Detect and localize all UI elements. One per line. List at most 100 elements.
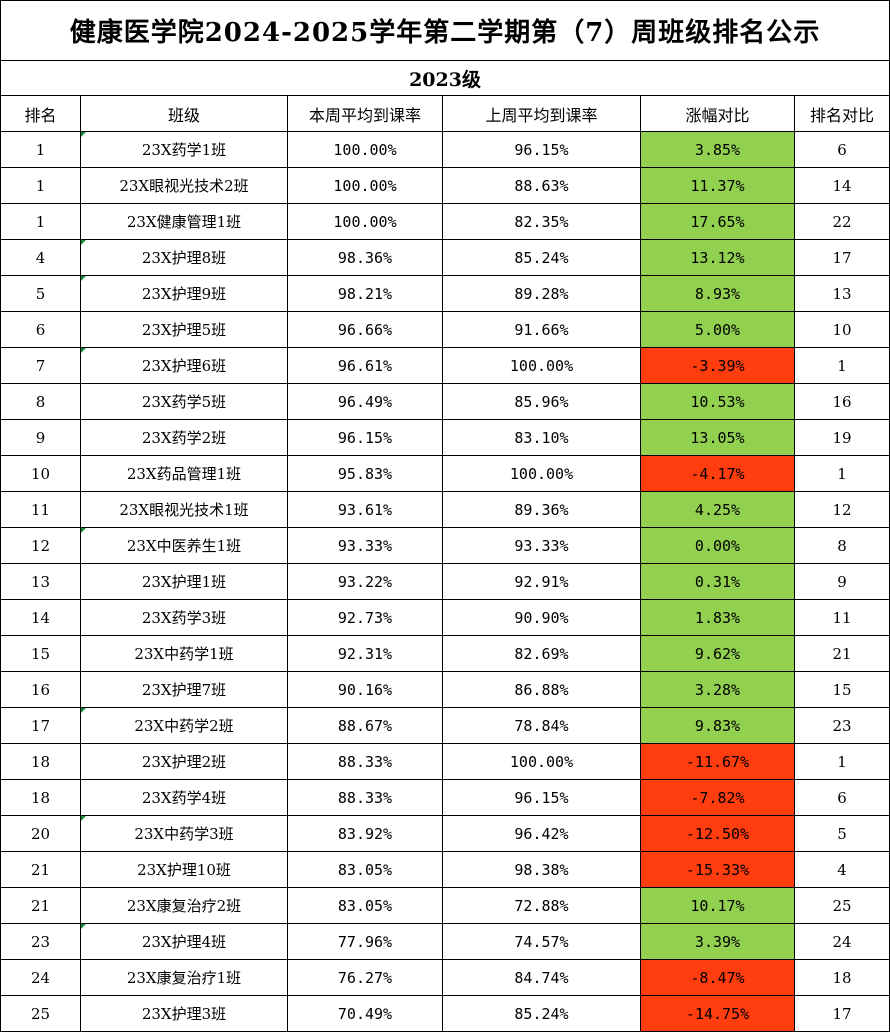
rank-compare-cell[interactable]: 19	[793, 419, 890, 456]
rank-cell[interactable]: 8	[0, 383, 81, 420]
rank-cell[interactable]: 1	[0, 167, 81, 204]
class-name-cell[interactable]: 23X康复治疗2班	[80, 887, 288, 924]
last-week-rate-cell[interactable]: 85.96%	[442, 383, 641, 420]
sheet-title[interactable]: 健康医学院2024-2025学年第二学期第（7）周班级排名公示	[0, 0, 890, 61]
header-change[interactable]: 涨幅对比	[640, 95, 795, 132]
rank-cell[interactable]: 13	[0, 563, 81, 600]
change-cell[interactable]: 10.17%	[640, 887, 795, 924]
last-week-rate-cell[interactable]: 89.36%	[442, 491, 641, 528]
rank-compare-cell[interactable]: 1	[793, 347, 890, 384]
class-name-cell[interactable]: 23X护理2班	[80, 743, 288, 780]
this-week-rate-cell[interactable]: 96.66%	[287, 311, 443, 348]
last-week-rate-cell[interactable]: 93.33%	[442, 527, 641, 564]
header-class[interactable]: 班级	[80, 95, 288, 132]
rank-cell[interactable]: 1	[0, 131, 81, 168]
this-week-rate-cell[interactable]: 83.05%	[287, 887, 443, 924]
grade-subtitle[interactable]: 2023级	[0, 60, 890, 96]
change-cell[interactable]: -8.47%	[640, 959, 795, 996]
rank-compare-cell[interactable]: 13	[793, 275, 890, 312]
change-cell[interactable]: 3.85%	[640, 131, 795, 168]
rank-compare-cell[interactable]: 14	[793, 167, 890, 204]
class-name-cell[interactable]: 23X康复治疗1班	[80, 959, 288, 996]
class-name-cell[interactable]: 23X中医养生1班	[80, 527, 288, 564]
change-cell[interactable]: 4.25%	[640, 491, 795, 528]
rank-cell[interactable]: 11	[0, 491, 81, 528]
this-week-rate-cell[interactable]: 92.31%	[287, 635, 443, 672]
class-name-cell[interactable]: 23X药学1班	[80, 131, 288, 168]
class-name-cell[interactable]: 23X眼视光技术2班	[80, 167, 288, 204]
header-rank[interactable]: 排名	[0, 95, 81, 132]
header-last-week-rate[interactable]: 上周平均到课率	[442, 95, 641, 132]
change-cell[interactable]: -4.17%	[640, 455, 795, 492]
class-name-cell[interactable]: 23X护理4班	[80, 923, 288, 960]
rank-compare-cell[interactable]: 9	[793, 563, 890, 600]
this-week-rate-cell[interactable]: 95.83%	[287, 455, 443, 492]
this-week-rate-cell[interactable]: 96.61%	[287, 347, 443, 384]
class-name-cell[interactable]: 23X中药学3班	[80, 815, 288, 852]
last-week-rate-cell[interactable]: 78.84%	[442, 707, 641, 744]
rank-cell[interactable]: 17	[0, 707, 81, 744]
change-cell[interactable]: 8.93%	[640, 275, 795, 312]
this-week-rate-cell[interactable]: 90.16%	[287, 671, 443, 708]
last-week-rate-cell[interactable]: 91.66%	[442, 311, 641, 348]
rank-compare-cell[interactable]: 1	[793, 743, 890, 780]
last-week-rate-cell[interactable]: 100.00%	[442, 455, 641, 492]
rank-compare-cell[interactable]: 25	[793, 887, 890, 924]
rank-cell[interactable]: 9	[0, 419, 81, 456]
class-name-cell[interactable]: 23X药品管理1班	[80, 455, 288, 492]
last-week-rate-cell[interactable]: 85.24%	[442, 239, 641, 276]
this-week-rate-cell[interactable]: 100.00%	[287, 203, 443, 240]
class-name-cell[interactable]: 23X护理10班	[80, 851, 288, 888]
class-name-cell[interactable]: 23X护理7班	[80, 671, 288, 708]
last-week-rate-cell[interactable]: 74.57%	[442, 923, 641, 960]
rank-compare-cell[interactable]: 8	[793, 527, 890, 564]
rank-cell[interactable]: 21	[0, 851, 81, 888]
this-week-rate-cell[interactable]: 100.00%	[287, 167, 443, 204]
last-week-rate-cell[interactable]: 84.74%	[442, 959, 641, 996]
change-cell[interactable]: 5.00%	[640, 311, 795, 348]
last-week-rate-cell[interactable]: 83.10%	[442, 419, 641, 456]
last-week-rate-cell[interactable]: 85.24%	[442, 995, 641, 1032]
this-week-rate-cell[interactable]: 93.61%	[287, 491, 443, 528]
rank-cell[interactable]: 5	[0, 275, 81, 312]
rank-cell[interactable]: 24	[0, 959, 81, 996]
rank-compare-cell[interactable]: 17	[793, 239, 890, 276]
class-name-cell[interactable]: 23X健康管理1班	[80, 203, 288, 240]
rank-cell[interactable]: 14	[0, 599, 81, 636]
this-week-rate-cell[interactable]: 98.36%	[287, 239, 443, 276]
last-week-rate-cell[interactable]: 96.15%	[442, 131, 641, 168]
class-name-cell[interactable]: 23X药学5班	[80, 383, 288, 420]
change-cell[interactable]: 0.00%	[640, 527, 795, 564]
last-week-rate-cell[interactable]: 98.38%	[442, 851, 641, 888]
rank-compare-cell[interactable]: 4	[793, 851, 890, 888]
this-week-rate-cell[interactable]: 88.33%	[287, 779, 443, 816]
change-cell[interactable]: 17.65%	[640, 203, 795, 240]
this-week-rate-cell[interactable]: 88.67%	[287, 707, 443, 744]
rank-cell[interactable]: 21	[0, 887, 81, 924]
change-cell[interactable]: -3.39%	[640, 347, 795, 384]
rank-cell[interactable]: 18	[0, 743, 81, 780]
rank-compare-cell[interactable]: 21	[793, 635, 890, 672]
change-cell[interactable]: -11.67%	[640, 743, 795, 780]
rank-compare-cell[interactable]: 16	[793, 383, 890, 420]
change-cell[interactable]: 3.28%	[640, 671, 795, 708]
this-week-rate-cell[interactable]: 96.15%	[287, 419, 443, 456]
change-cell[interactable]: 3.39%	[640, 923, 795, 960]
rank-cell[interactable]: 15	[0, 635, 81, 672]
last-week-rate-cell[interactable]: 82.35%	[442, 203, 641, 240]
class-name-cell[interactable]: 23X中药学1班	[80, 635, 288, 672]
this-week-rate-cell[interactable]: 76.27%	[287, 959, 443, 996]
change-cell[interactable]: 1.83%	[640, 599, 795, 636]
this-week-rate-cell[interactable]: 96.49%	[287, 383, 443, 420]
change-cell[interactable]: 0.31%	[640, 563, 795, 600]
last-week-rate-cell[interactable]: 86.88%	[442, 671, 641, 708]
rank-compare-cell[interactable]: 22	[793, 203, 890, 240]
rank-compare-cell[interactable]: 12	[793, 491, 890, 528]
class-name-cell[interactable]: 23X护理8班	[80, 239, 288, 276]
this-week-rate-cell[interactable]: 93.33%	[287, 527, 443, 564]
class-name-cell[interactable]: 23X护理3班	[80, 995, 288, 1032]
class-name-cell[interactable]: 23X护理5班	[80, 311, 288, 348]
this-week-rate-cell[interactable]: 70.49%	[287, 995, 443, 1032]
rank-compare-cell[interactable]: 24	[793, 923, 890, 960]
this-week-rate-cell[interactable]: 83.05%	[287, 851, 443, 888]
